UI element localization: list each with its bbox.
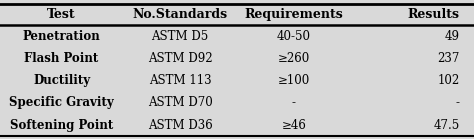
Text: 40-50: 40-50 [277, 30, 311, 43]
Text: 102: 102 [438, 74, 460, 87]
Text: 49: 49 [445, 30, 460, 43]
Text: -: - [456, 96, 460, 109]
Text: Penetration: Penetration [23, 30, 100, 43]
Text: Flash Point: Flash Point [25, 52, 99, 65]
Text: Specific Gravity: Specific Gravity [9, 96, 114, 109]
Text: ≥100: ≥100 [278, 74, 310, 87]
Text: ASTM 113: ASTM 113 [149, 74, 211, 87]
Text: ≥46: ≥46 [282, 119, 306, 132]
Text: Test: Test [47, 8, 76, 21]
Text: ≥260: ≥260 [278, 52, 310, 65]
Text: ASTM D70: ASTM D70 [148, 96, 212, 109]
Text: ASTM D92: ASTM D92 [148, 52, 212, 65]
Text: 47.5: 47.5 [434, 119, 460, 132]
Text: Results: Results [408, 8, 460, 21]
Text: Ductility: Ductility [33, 74, 90, 87]
Text: ASTM D5: ASTM D5 [152, 30, 209, 43]
Text: Softening Point: Softening Point [10, 119, 113, 132]
Text: ASTM D36: ASTM D36 [148, 119, 212, 132]
Text: No.Standards: No.Standards [133, 8, 228, 21]
Text: 237: 237 [438, 52, 460, 65]
Text: Requirements: Requirements [245, 8, 343, 21]
Text: -: - [292, 96, 296, 109]
